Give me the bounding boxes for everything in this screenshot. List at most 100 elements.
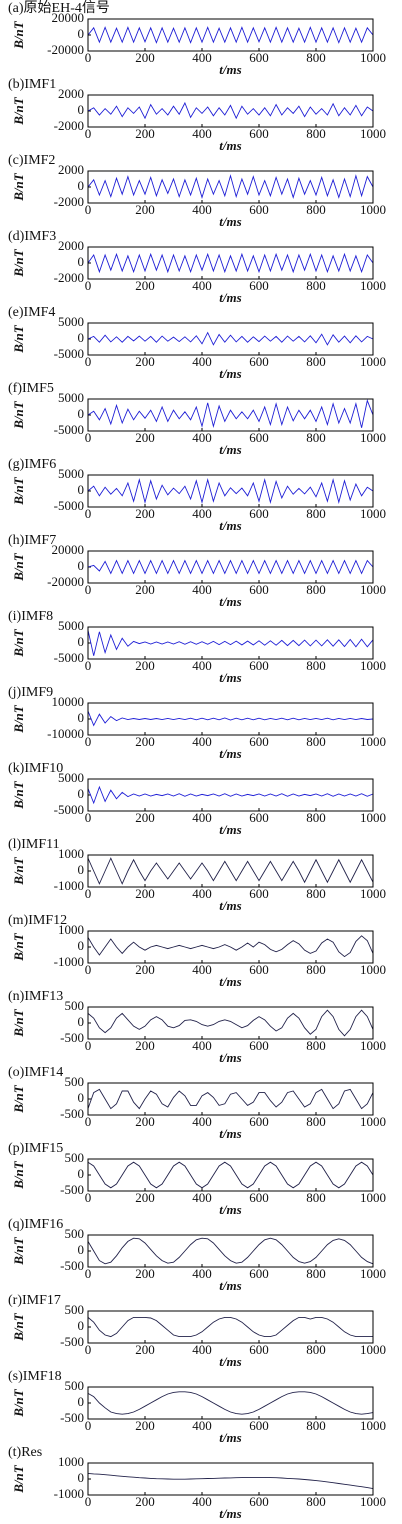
x-tick-label: 1000 <box>360 810 386 825</box>
x-tick-label: 800 <box>306 50 326 65</box>
x-tick-label: 600 <box>249 1494 269 1509</box>
x-tick-label: 400 <box>192 430 212 445</box>
x-tick-label: 600 <box>249 1266 269 1281</box>
x-tick-label: 200 <box>135 506 155 521</box>
x-tick-label: 200 <box>135 1190 155 1205</box>
y-tick-label: 5000 <box>58 770 84 785</box>
y-tick-label: 0 <box>78 406 85 421</box>
x-tick-label: 800 <box>306 1494 326 1509</box>
signal-line <box>87 1237 374 1265</box>
x-axis-label: t/ms <box>219 1506 241 1521</box>
x-tick-label: 200 <box>135 962 155 977</box>
signal-line <box>87 399 374 428</box>
plot-frame <box>87 930 374 964</box>
y-tick-label: 0 <box>78 1090 85 1105</box>
y-tick-label: -500 <box>60 1106 84 1121</box>
x-tick-label: 1000 <box>360 1418 386 1433</box>
y-tick-label: -500 <box>60 1258 84 1273</box>
x-tick-label: 1000 <box>360 126 386 141</box>
x-tick-label: 600 <box>249 658 269 673</box>
panel-title: (d)IMF3 <box>8 229 56 244</box>
x-tick-label: 800 <box>306 582 326 597</box>
x-tick-label: 600 <box>249 202 269 217</box>
x-tick-label: 600 <box>249 430 269 445</box>
x-tick-label: 0 <box>85 1418 92 1433</box>
x-tick-label: 600 <box>249 734 269 749</box>
y-tick-label: -5000 <box>54 346 84 361</box>
x-tick-label: 400 <box>192 1190 212 1205</box>
y-tick-label: 500 <box>65 998 85 1013</box>
plot-frame <box>87 854 374 888</box>
signal-line <box>87 331 374 346</box>
x-tick-label: 600 <box>249 886 269 901</box>
y-tick-label: 0 <box>78 1394 85 1409</box>
y-tick-label: -20000 <box>47 42 84 57</box>
y-tick-label: 0 <box>78 558 85 573</box>
y-tick-label: 2000 <box>58 238 84 253</box>
plot-frame <box>87 550 374 584</box>
plot-frame <box>87 1006 374 1040</box>
y-tick-label: -2000 <box>54 270 84 285</box>
x-axis-label: t/ms <box>219 1126 241 1141</box>
y-tick-label: 0 <box>78 786 85 801</box>
x-tick-label: 200 <box>135 1418 155 1433</box>
y-tick-label: -500 <box>60 1182 84 1197</box>
plot-frame <box>87 1462 374 1496</box>
x-axis-label: t/ms <box>219 290 241 305</box>
plot-frame <box>87 778 374 812</box>
x-tick-label: 400 <box>192 1114 212 1129</box>
y-tick-label: 2000 <box>58 162 84 177</box>
y-axis-label: B/nT <box>11 20 26 50</box>
y-axis-label: B/nT <box>11 932 26 962</box>
y-tick-label: 2000 <box>58 86 84 101</box>
x-tick-label: 800 <box>306 1038 326 1053</box>
y-tick-label: 0 <box>78 1014 85 1029</box>
x-tick-label: 600 <box>249 1418 269 1433</box>
y-tick-label: 0 <box>78 26 85 41</box>
y-tick-label: 0 <box>78 178 85 193</box>
plot-frame <box>87 626 374 660</box>
x-tick-label: 800 <box>306 658 326 673</box>
x-tick-label: 1000 <box>360 202 386 217</box>
x-tick-label: 800 <box>306 202 326 217</box>
x-tick-label: 800 <box>306 126 326 141</box>
x-tick-label: 0 <box>85 1494 92 1509</box>
x-tick-label: 1000 <box>360 582 386 597</box>
signal-line <box>87 1009 374 1037</box>
x-tick-label: 600 <box>249 126 269 141</box>
x-tick-label: 0 <box>85 50 92 65</box>
x-tick-label: 200 <box>135 278 155 293</box>
x-tick-label: 200 <box>135 354 155 369</box>
x-tick-label: 800 <box>306 734 326 749</box>
x-tick-label: 200 <box>135 886 155 901</box>
plot-frame <box>87 322 374 356</box>
x-tick-label: 200 <box>135 1038 155 1053</box>
y-tick-label: 0 <box>78 634 85 649</box>
x-tick-label: 1000 <box>360 50 386 65</box>
x-tick-label: 800 <box>306 1114 326 1129</box>
panel-title: (f)IMF5 <box>8 381 54 396</box>
signal-line <box>87 935 374 958</box>
y-tick-label: 500 <box>65 1378 85 1393</box>
signal-line <box>87 710 374 727</box>
x-tick-label: 600 <box>249 582 269 597</box>
signal-line <box>87 1316 373 1338</box>
panel-title: (r)IMF17 <box>8 1293 61 1308</box>
x-axis-label: t/ms <box>219 1202 241 1217</box>
x-axis-label: t/ms <box>219 1050 241 1065</box>
x-tick-label: 800 <box>306 1190 326 1205</box>
panel-title: (g)IMF6 <box>8 457 56 472</box>
panel-title: (m)IMF12 <box>8 913 67 928</box>
y-tick-label: -20000 <box>47 574 84 589</box>
x-tick-label: 200 <box>135 50 155 65</box>
y-axis-label: B/nT <box>11 172 26 202</box>
y-tick-label: 0 <box>78 254 85 269</box>
plot-frame <box>87 1158 374 1192</box>
x-tick-label: 600 <box>249 1038 269 1053</box>
plot-frame <box>87 170 374 204</box>
x-tick-label: 0 <box>85 1114 92 1129</box>
x-axis-label: t/ms <box>219 594 241 609</box>
plot-frame <box>87 398 374 432</box>
x-tick-label: 0 <box>85 1190 92 1205</box>
x-tick-label: 200 <box>135 202 155 217</box>
